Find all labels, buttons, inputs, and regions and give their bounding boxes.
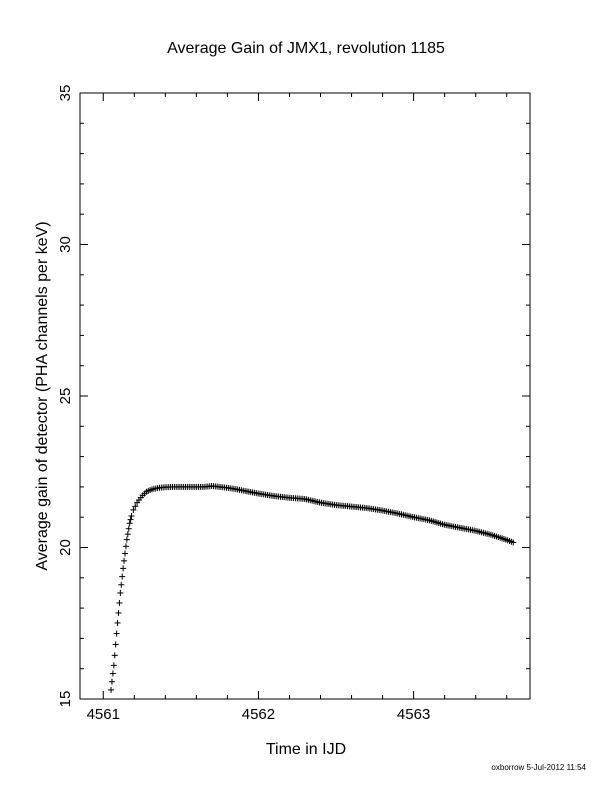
data-point [119, 573, 126, 580]
data-point [127, 516, 134, 523]
data-point [126, 520, 133, 527]
chart-title: Average Gain of JMX1, revolution 1185 [167, 40, 445, 57]
data-point [112, 641, 119, 648]
y-tick-label: 25 [57, 388, 74, 405]
data-point [124, 531, 131, 538]
data-point [114, 619, 121, 626]
data-point [122, 543, 129, 550]
x-tick-label: 4561 [87, 706, 120, 723]
data-point [122, 550, 128, 557]
y-tick-label: 15 [57, 691, 74, 708]
y-axis-label: Average gain of detector (PHA channels p… [34, 221, 51, 570]
data-point [123, 536, 130, 543]
data-point [115, 609, 122, 616]
data-point [108, 678, 115, 685]
data-point [130, 506, 137, 513]
data-point [125, 525, 132, 532]
x-tick-labels: 4561 4562 4563 [87, 706, 431, 723]
data-point [120, 565, 127, 572]
data-point [510, 539, 517, 546]
x-tick-label: 4563 [397, 706, 430, 723]
y-tick-labels: 15 20 25 30 35 [57, 85, 74, 708]
x-tick-label: 4562 [242, 706, 275, 723]
data-point [116, 599, 123, 606]
data-point [111, 652, 118, 659]
x-axis-label: Time in IJD [266, 741, 346, 758]
data-series [108, 483, 517, 693]
plot-frame [79, 92, 531, 700]
data-point [109, 670, 116, 677]
data-point [117, 589, 124, 596]
y-tick-label: 35 [57, 85, 74, 102]
data-point [121, 557, 128, 564]
axis-ticks [80, 92, 530, 700]
footer-stamp: oxborrow 5-Jul-2012 11:54 [491, 763, 586, 772]
data-point [118, 581, 125, 588]
y-tick-label: 30 [57, 236, 74, 253]
data-point [132, 503, 139, 510]
y-tick-label: 20 [57, 539, 74, 556]
data-point [110, 662, 117, 669]
data-point [128, 512, 135, 519]
data-point [108, 686, 115, 693]
data-point [113, 630, 120, 637]
